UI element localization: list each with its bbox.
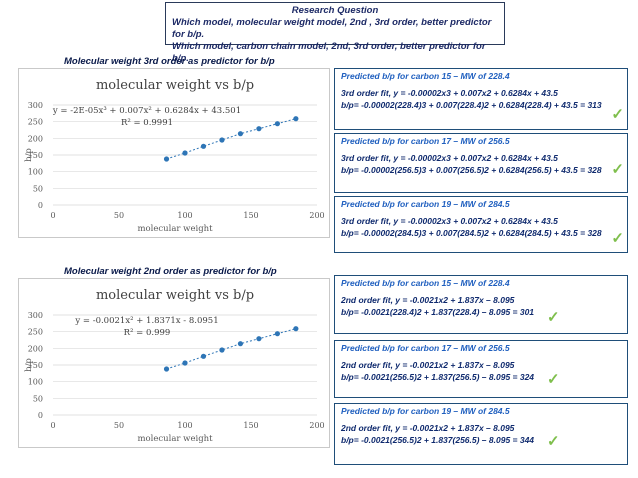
check-mark-icon: ✓	[547, 371, 560, 388]
chart-2nd-order-svg: molecular weight vs b/p 0 50 100 150 200 250 30…	[24, 288, 325, 444]
check-mark-icon: ✓	[611, 106, 624, 123]
chart-3rd-order-svg: molecular weight vs b/p 0 50 100 150 200 250 30…	[24, 78, 325, 234]
prediction-box-3rd-c19: Predicted b/p for carbon 19 – MW of 284.…	[334, 196, 628, 253]
data-point	[274, 121, 280, 127]
data-point	[200, 353, 207, 359]
data-point	[163, 366, 170, 372]
chart-3rd-order: molecular weight vs b/p 0 50 100 150 200 250 30…	[18, 68, 330, 238]
x-tick-label: 150	[243, 421, 258, 430]
check-mark-icon: ✓	[547, 433, 560, 450]
data-point	[219, 137, 225, 143]
y-tick-label: 150	[28, 151, 43, 160]
data-point	[182, 150, 188, 156]
data-point	[219, 347, 225, 353]
chart-title: molecular weight vs b/p	[96, 288, 254, 303]
prediction-box-2nd-c15: Predicted b/p for carbon 15 – MW of 228.…	[334, 275, 628, 334]
y-tick-label: 200	[28, 134, 43, 143]
y-axis-label: b/p	[24, 148, 34, 162]
data-point	[293, 116, 299, 122]
y-tick-label: 250	[28, 328, 43, 337]
x-axis-label: molecular weight	[137, 224, 213, 234]
y-tick-label: 200	[28, 344, 43, 353]
x-tick-label: 200	[309, 421, 324, 430]
prediction-result: b/p= -0.00002(228.4)3 + 0.007(228.4)2 + …	[341, 99, 602, 110]
prediction-box-3rd-c15: Predicted b/p for carbon 15 – MW of 228.…	[334, 68, 628, 130]
prediction-box-2nd-c17: Predicted b/p for carbon 17 – MW of 256.…	[334, 340, 628, 398]
prediction-heading: Predicted b/p for carbon 15 – MW of 228.…	[341, 71, 510, 81]
prediction-result: b/p= -0.0021(228.4)2 + 1.837(228.4) – 8.…	[341, 306, 535, 317]
prediction-heading: Predicted b/p for carbon 15 – MW of 228.…	[341, 278, 510, 288]
chart-title: molecular weight vs b/p	[96, 78, 254, 93]
x-tick-label: 0	[50, 211, 55, 220]
prediction-formula: 2nd order fit, y = -0.0021x2 + 1.837x – …	[341, 295, 515, 305]
data-point	[256, 336, 262, 342]
prediction-formula: 3rd order fit, y = -0.00002x3 + 0.007x2 …	[341, 88, 558, 98]
prediction-heading: Predicted b/p for carbon 19 – MW of 284.…	[341, 406, 510, 416]
check-mark-icon: ✓	[611, 230, 624, 247]
prediction-formula: 3rd order fit, y = -0.00002x3 + 0.007x2 …	[341, 216, 558, 226]
y-tick-label: 150	[28, 361, 43, 370]
check-mark-icon: ✓	[547, 309, 560, 326]
section-label-2nd-order: Molecular weight 2nd order as predictor …	[64, 266, 277, 277]
x-tick-label: 100	[177, 211, 192, 220]
prediction-heading: Predicted b/p for carbon 17 – MW of 256.…	[341, 136, 510, 146]
section-label-3rd-order: Molecular weight 3rd order as predictor …	[64, 56, 275, 67]
x-tick-label: 100	[177, 421, 192, 430]
data-point	[256, 126, 262, 132]
data-point	[237, 131, 244, 137]
prediction-result: b/p= -0.0021(256.5)2 + 1.837(256.5) – 8.…	[341, 371, 535, 382]
r-squared-label: R² = 0.9991	[121, 118, 173, 128]
data-point	[293, 326, 299, 332]
prediction-heading: Predicted b/p for carbon 19 – MW of 284.…	[341, 199, 510, 209]
prediction-result: b/p= -0.0021(256.5)2 + 1.837(256.5) – 8.…	[341, 434, 535, 445]
chart-2nd-order: molecular weight vs b/p 0 50 100 150 200 250 30…	[18, 278, 330, 448]
research-question-line-2: Which model, carbon chain model, 2nd, 3r…	[172, 41, 486, 64]
research-question-box: Research Question Which model, molecular…	[165, 2, 505, 64]
prediction-result: b/p= -0.00002(284.5)3 + 0.007(284.5)2 + …	[341, 227, 602, 238]
data-point	[274, 331, 280, 337]
prediction-heading: Predicted b/p for carbon 17 – MW of 256.…	[341, 343, 510, 353]
data-point	[200, 143, 207, 149]
y-tick-label: 250	[28, 118, 43, 127]
r-squared-label: R² = 0.999	[124, 328, 171, 338]
prediction-box-3rd-c17: Predicted b/p for carbon 17 – MW of 256.…	[334, 133, 628, 193]
x-tick-label: 200	[309, 211, 324, 220]
data-point	[182, 360, 188, 366]
check-mark-icon: ✓	[611, 161, 624, 178]
prediction-result: b/p= -0.00002(256.5)3 + 0.007(256.5)2 + …	[341, 164, 602, 175]
research-question-title: Research Question	[291, 5, 379, 16]
data-point	[163, 156, 170, 162]
trendline	[166, 118, 297, 160]
y-tick-label: 100	[28, 168, 43, 177]
prediction-formula: 3rd order fit, y = -0.00002x3 + 0.007x2 …	[341, 153, 558, 163]
prediction-box-2nd-c19: Predicted b/p for carbon 19 – MW of 284.…	[334, 403, 628, 465]
trendline	[166, 328, 297, 370]
x-tick-label: 50	[114, 211, 124, 220]
research-question-line-1: Which model, molecular weight model, 2nd…	[172, 17, 492, 40]
trendline-equation: y = -2E-05x³ + 0.007x² + 0.6284x + 43.50…	[52, 106, 241, 116]
x-tick-label: 0	[50, 421, 55, 430]
y-tick-label: 0	[38, 411, 43, 420]
y-tick-label: 50	[33, 394, 43, 403]
y-tick-label: 0	[38, 201, 43, 210]
y-tick-label: 100	[28, 378, 43, 387]
prediction-formula: 2nd order fit, y = -0.0021x2 + 1.837x – …	[341, 423, 515, 433]
trendline-equation: y = -0.0021x² + 1.8371x - 8.0951	[74, 316, 218, 326]
data-point	[237, 341, 244, 347]
prediction-formula: 2nd order fit, y = -0.0021x2 + 1.837x – …	[341, 360, 515, 370]
y-tick-label: 300	[28, 311, 43, 320]
y-tick-label: 50	[33, 184, 43, 193]
x-tick-label: 150	[243, 211, 258, 220]
x-axis-label: molecular weight	[137, 434, 213, 444]
y-axis-label: b/p	[24, 358, 34, 372]
y-tick-label: 300	[28, 101, 43, 110]
x-tick-label: 50	[114, 421, 124, 430]
